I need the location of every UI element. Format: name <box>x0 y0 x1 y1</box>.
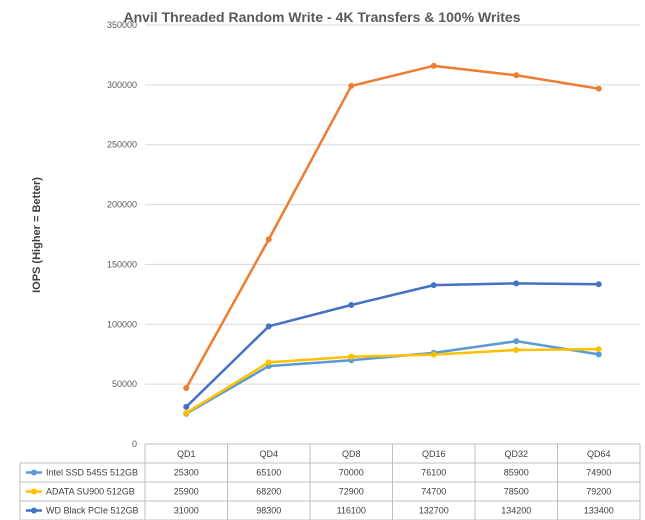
data-label: 72900 <box>339 487 364 497</box>
data-label: 25900 <box>174 487 199 497</box>
data-point <box>265 323 272 330</box>
data-point <box>348 353 355 360</box>
data-label: 98300 <box>256 506 281 516</box>
y-axis-label: IOPS (Higher = Better) <box>31 177 43 293</box>
data-label: 65100 <box>256 468 281 478</box>
data-point <box>595 85 602 92</box>
legend-entry: WD Black PCIe 512GB <box>46 506 139 516</box>
data-label: 79200 <box>586 487 611 497</box>
data-table: QD1 QD4 QD8 QD16 QD32 QD64 Intel SSD 545S 512G… <box>19 443 641 520</box>
data-point <box>348 302 355 309</box>
data-point <box>513 347 520 354</box>
y-tick-label: 0 <box>132 439 137 449</box>
data-label: 31000 <box>174 506 199 516</box>
y-tick-label: 50000 <box>112 379 137 389</box>
series-line <box>185 282 599 408</box>
data-label: 78500 <box>504 487 529 497</box>
legend-swatch-marker <box>31 469 37 476</box>
x-tick-label: QD8 <box>342 449 361 459</box>
y-tick-label: 100000 <box>107 319 137 329</box>
data-point <box>265 359 272 366</box>
data-label: 70000 <box>339 468 364 478</box>
data-point <box>595 351 602 358</box>
data-point <box>430 351 437 358</box>
x-tick-label: QD64 <box>587 449 611 459</box>
data-label: 25300 <box>174 468 199 478</box>
y-tick-label: 150000 <box>107 259 137 269</box>
x-tick-label: QD32 <box>504 449 528 459</box>
data-point <box>183 384 190 391</box>
data-point <box>513 338 520 345</box>
data-point <box>348 82 355 89</box>
data-point <box>183 403 190 410</box>
legend-entry: ADATA SU900 512GB <box>46 487 135 497</box>
legend-entry: Intel SSD 545S 512GB <box>46 468 138 478</box>
data-point <box>183 409 190 416</box>
data-label: 74900 <box>586 468 611 478</box>
data-label: 85900 <box>504 468 529 478</box>
data-point <box>595 346 602 353</box>
data-label: 68200 <box>256 487 281 497</box>
series-line <box>185 347 599 415</box>
y-axis-ticks: 0 50000 100000 150000 200000 250000 300000 3500… <box>107 20 137 449</box>
data-label: 132700 <box>419 506 449 516</box>
y-tick-label: 350000 <box>107 20 137 30</box>
y-tick-label: 250000 <box>107 140 137 150</box>
data-point <box>513 280 520 287</box>
y-tick-label: 200000 <box>107 200 137 210</box>
data-label: 134200 <box>501 506 531 516</box>
data-label: 76100 <box>421 468 446 478</box>
chart-title: Anvil Threaded Random Write - 4K Transfe… <box>123 9 520 25</box>
series-lines <box>183 62 602 417</box>
legend-swatch-marker <box>31 507 37 514</box>
series-line <box>185 64 599 389</box>
data-point <box>595 281 602 288</box>
data-point <box>430 62 437 69</box>
data-point <box>430 282 437 289</box>
data-point <box>265 236 272 243</box>
data-label: 74700 <box>421 487 446 497</box>
x-tick-label: QD4 <box>259 449 278 459</box>
x-tick-label: QD1 <box>177 449 196 459</box>
data-label: 133400 <box>584 506 614 516</box>
x-tick-label: QD16 <box>422 449 446 459</box>
series-line <box>185 339 599 415</box>
data-point <box>513 72 520 79</box>
y-tick-label: 300000 <box>107 80 137 90</box>
data-label: 116100 <box>337 506 366 516</box>
gridlines <box>145 24 640 445</box>
legend-swatch-marker <box>31 488 37 495</box>
